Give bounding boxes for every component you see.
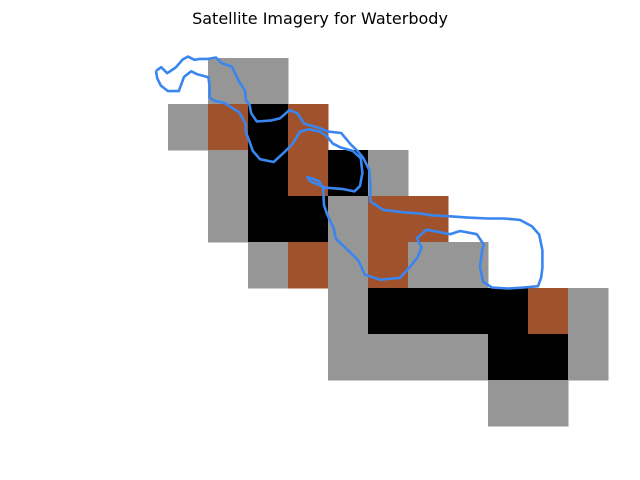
cell-brown [208,104,249,151]
cell-gray [368,150,409,197]
cell-black [528,334,569,381]
cell-black [248,150,289,197]
cell-brown [528,288,569,335]
cell-brown [368,242,409,289]
cell-gray [528,380,569,427]
cell-gray [328,334,369,381]
cell-gray [208,196,249,243]
cell-gray [248,58,289,105]
waterbody-boundary-line [154,55,544,290]
cell-brown [288,242,329,289]
cell-gray [208,150,249,197]
cell-black [368,288,409,335]
cell-brown [408,196,449,243]
cell-gray [568,288,609,335]
cell-black [408,288,449,335]
cell-gray [248,242,289,289]
cell-gray [408,242,449,289]
cell-gray [328,288,369,335]
cell-gray [368,334,409,381]
cell-gray [488,380,529,427]
chart-title: Satellite Imagery for Waterbody [192,9,448,28]
cell-black [288,196,329,243]
cell-black [488,334,529,381]
cell-gray [168,104,209,151]
cell-black [448,288,489,335]
cell-black [488,288,529,335]
cell-gray [448,334,489,381]
cell-gray [568,334,609,381]
cell-black [248,104,289,151]
waterbody-outline [154,55,544,290]
cell-black [248,196,289,243]
imagery-cells [168,58,609,427]
cell-gray [408,334,449,381]
